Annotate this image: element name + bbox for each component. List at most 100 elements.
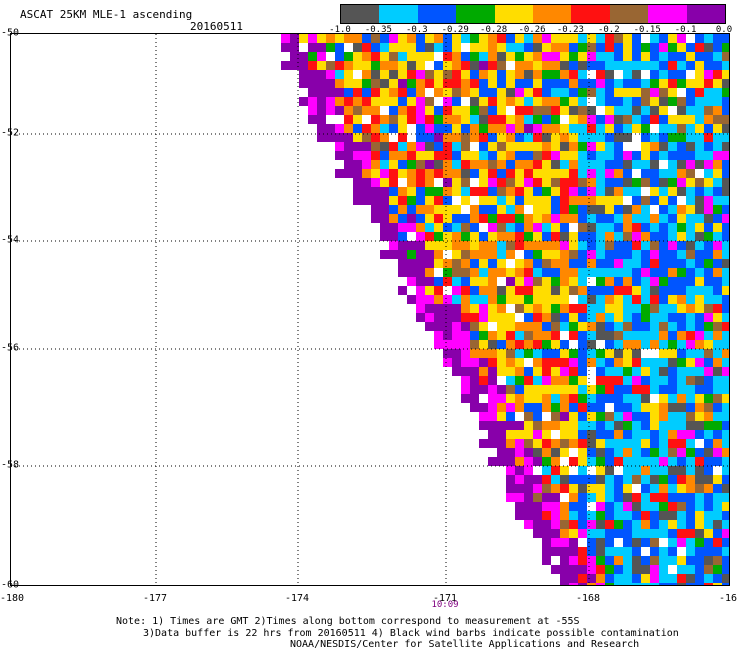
swath-cell <box>515 88 524 97</box>
swath-cell <box>479 61 488 70</box>
swath-cell <box>569 196 578 205</box>
swath-cell <box>335 151 344 160</box>
swath-cell <box>488 205 497 214</box>
swath-cell <box>569 160 578 169</box>
swath-cell <box>551 493 560 502</box>
swath-cell <box>596 322 605 331</box>
swath-cell <box>434 196 443 205</box>
swath-cell <box>605 448 614 457</box>
swath-cell <box>380 196 389 205</box>
swath-cell <box>614 286 623 295</box>
swath-cell <box>659 61 668 70</box>
swath-cell <box>569 556 578 565</box>
swath-cell <box>686 295 695 304</box>
swath-cell <box>587 169 596 178</box>
swath-cell <box>722 79 729 88</box>
swath-cell <box>452 223 461 232</box>
swath-cell <box>524 376 533 385</box>
swath-cell <box>686 133 695 142</box>
swath-cell <box>389 79 398 88</box>
swath-cell <box>533 358 542 367</box>
swath-cell <box>551 412 560 421</box>
swath-cell <box>650 232 659 241</box>
swath-cell <box>425 124 434 133</box>
swath-cell <box>623 277 632 286</box>
swath-cell <box>587 574 596 583</box>
swath-cell <box>713 376 722 385</box>
swath-cell <box>614 583 623 585</box>
swath-cell <box>560 556 569 565</box>
swath-cell <box>623 61 632 70</box>
swath-cell <box>569 106 578 115</box>
swath-cell <box>551 547 560 556</box>
swath-cell <box>596 223 605 232</box>
swath-cell <box>542 313 551 322</box>
swath-cell <box>587 457 596 466</box>
swath-cell <box>524 412 533 421</box>
swath-cell <box>515 394 524 403</box>
swath-cell <box>641 376 650 385</box>
swath-cell <box>542 160 551 169</box>
swath-cell <box>497 160 506 169</box>
swath-cell <box>695 106 704 115</box>
swath-cell <box>614 34 623 43</box>
swath-cell <box>632 367 641 376</box>
swath-cell <box>569 214 578 223</box>
swath-cell <box>632 196 641 205</box>
swath-cell <box>515 502 524 511</box>
swath-cell <box>389 205 398 214</box>
swath-cell <box>704 133 713 142</box>
swath-cell <box>497 61 506 70</box>
swath-cell <box>668 79 677 88</box>
swath-cell <box>650 196 659 205</box>
swath-cell <box>668 115 677 124</box>
swath-cell <box>443 97 452 106</box>
swath-cell <box>722 304 729 313</box>
swath-cell <box>713 529 722 538</box>
swath-cell <box>488 430 497 439</box>
colorbar-segment <box>571 5 610 23</box>
swath-cell <box>641 412 650 421</box>
swath-cell <box>623 205 632 214</box>
swath-cell <box>452 304 461 313</box>
swath-cell <box>578 124 587 133</box>
swath-cell <box>560 97 569 106</box>
swath-cell <box>497 448 506 457</box>
swath-cell <box>434 259 443 268</box>
swath-cell <box>317 70 326 79</box>
swath-cell <box>704 70 713 79</box>
swath-cell <box>551 286 560 295</box>
swath-cell <box>533 124 542 133</box>
swath-cell <box>641 196 650 205</box>
swath-cell <box>632 430 641 439</box>
swath-cell <box>623 187 632 196</box>
swath-cell <box>587 340 596 349</box>
swath-cell <box>461 250 470 259</box>
swath-cell <box>551 70 560 79</box>
swath-cell <box>587 565 596 574</box>
swath-cell <box>695 529 704 538</box>
swath-cell <box>677 538 686 547</box>
swath-cell <box>425 187 434 196</box>
swath-cell <box>704 565 713 574</box>
swath-cell <box>551 151 560 160</box>
swath-cell <box>515 304 524 313</box>
swath-cell <box>560 358 569 367</box>
swath-cell <box>479 349 488 358</box>
swath-cell <box>560 412 569 421</box>
swath-cell <box>596 349 605 358</box>
swath-cell <box>587 34 596 43</box>
swath-cell <box>695 511 704 520</box>
swath-cell <box>686 106 695 115</box>
swath-cell <box>668 259 677 268</box>
swath-cell <box>389 124 398 133</box>
swath-cell <box>506 394 515 403</box>
swath-cell <box>578 412 587 421</box>
swath-cell <box>362 43 371 52</box>
swath-cell <box>335 97 344 106</box>
swath-cell <box>389 52 398 61</box>
swath-cells <box>281 34 729 585</box>
swath-cell <box>389 187 398 196</box>
swath-cell <box>524 250 533 259</box>
swath-cell <box>443 313 452 322</box>
